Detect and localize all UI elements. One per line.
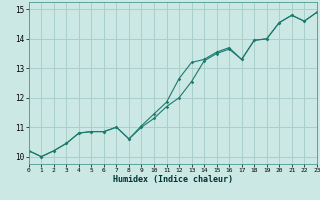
X-axis label: Humidex (Indice chaleur): Humidex (Indice chaleur)	[113, 175, 233, 184]
